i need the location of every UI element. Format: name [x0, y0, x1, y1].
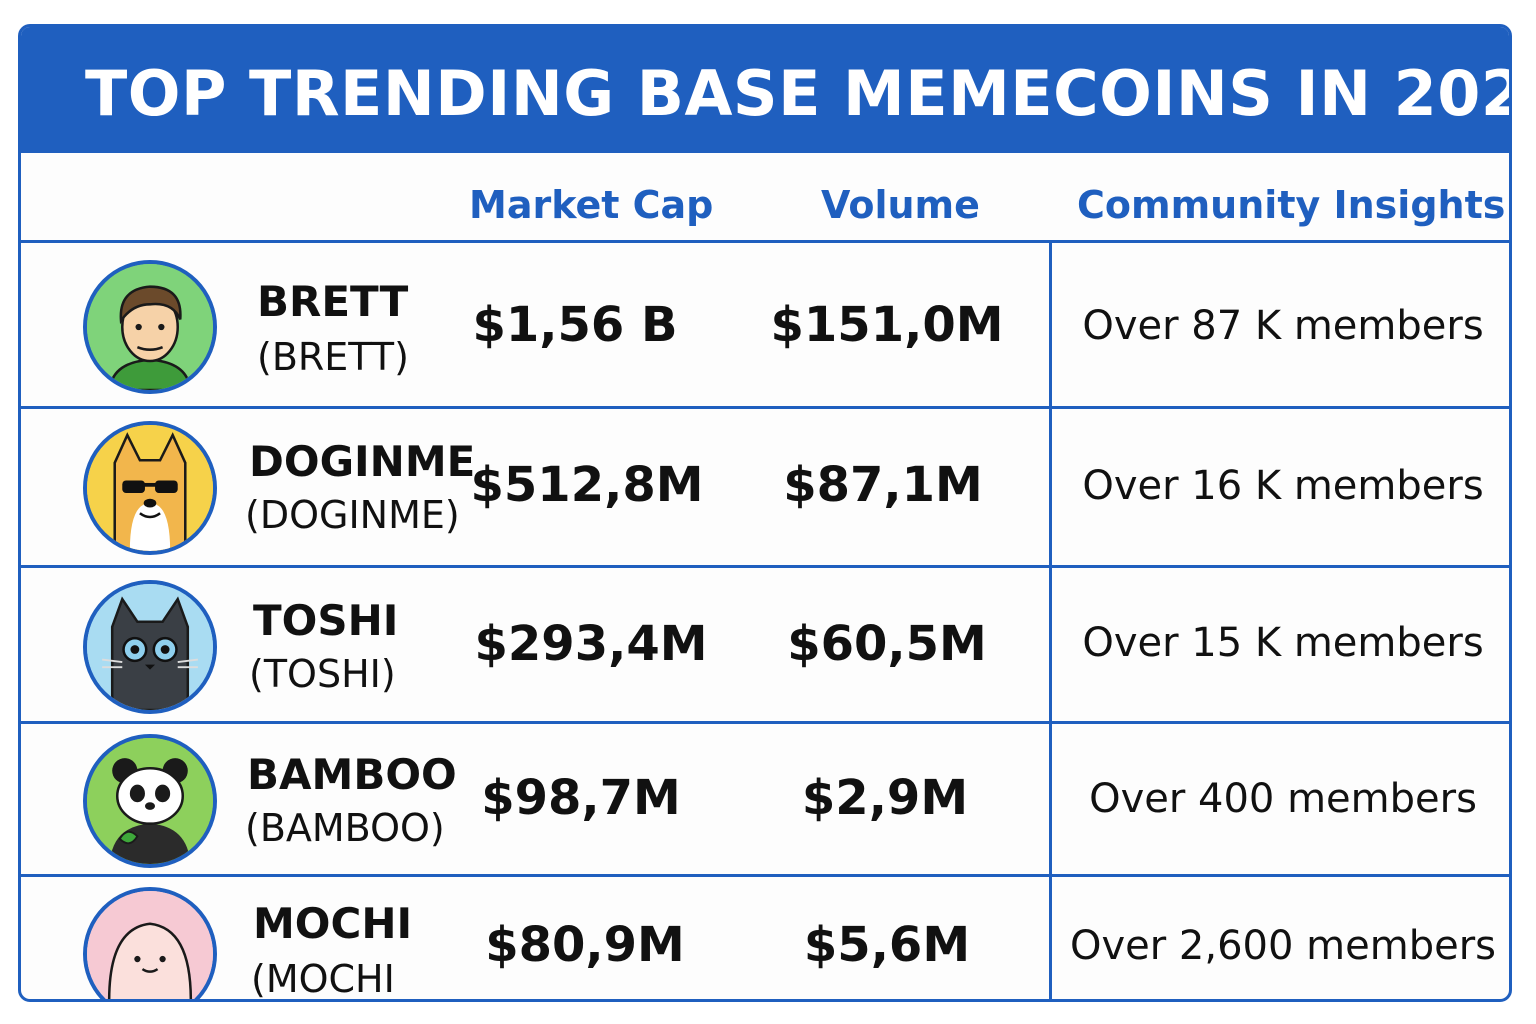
community-insight: Over 87 K members	[1082, 303, 1484, 349]
coin-name: BAMBOO	[247, 750, 457, 799]
column-header-row: Market Cap Volume Community Insights	[21, 153, 1509, 243]
doginme-avatar-icon	[83, 421, 217, 555]
market-cap-value: $293,4M	[474, 616, 708, 672]
volume-value: $87,1M	[783, 457, 983, 513]
page-title: TOP TRENDING BASE MEMECOINS IN 2024	[85, 57, 1512, 130]
coin-ticker: (TOSHI)	[249, 652, 396, 696]
toshi-avatar-icon	[83, 580, 217, 714]
column-header-community: Community Insights	[1077, 183, 1506, 227]
mochi-avatar-icon	[83, 887, 217, 999]
column-divider	[1049, 243, 1052, 999]
table-row: TOSHI (TOSHI) $293,4M $60,5M Over 15 K m…	[21, 568, 1509, 724]
memecoin-table: TOP TRENDING BASE MEMECOINS IN 2024 Mark…	[18, 24, 1512, 1002]
column-header-market-cap: Market Cap	[469, 183, 714, 227]
coin-ticker: (BAMBOO)	[245, 806, 445, 850]
community-insight: Over 16 K members	[1082, 463, 1484, 509]
coin-name: BRETT	[257, 277, 409, 326]
column-header-volume: Volume	[821, 183, 980, 227]
coin-ticker: (BRETT)	[257, 335, 409, 379]
market-cap-value: $512,8M	[470, 457, 704, 513]
coin-name: MOCHI	[253, 899, 413, 948]
community-insight: Over 15 K members	[1082, 620, 1484, 666]
market-cap-value: $1,56 B	[472, 297, 678, 353]
brett-avatar-icon	[83, 260, 217, 394]
volume-value: $60,5M	[787, 616, 987, 672]
volume-value: $2,9M	[801, 770, 969, 826]
coin-name: DOGINME	[249, 437, 476, 486]
coin-ticker: (MOCHI	[251, 957, 395, 1001]
bamboo-avatar-icon	[83, 734, 217, 868]
table-row: MOCHI (MOCHI $80,9M $5,6M Over 2,600 mem…	[21, 877, 1509, 1001]
volume-value: $5,6M	[803, 917, 971, 973]
table-row: BAMBOO (BAMBOO) $98,7M $2,9M Over 400 me…	[21, 724, 1509, 877]
table-row: DOGINME (DOGINME) $512,8M $87,1M Over 16…	[21, 409, 1509, 568]
title-bar: TOP TRENDING BASE MEMECOINS IN 2024	[21, 27, 1509, 153]
coin-ticker: (DOGINME)	[245, 493, 460, 537]
community-insight: Over 400 members	[1089, 776, 1477, 822]
volume-value: $151,0M	[770, 297, 1004, 353]
coin-name: TOSHI	[253, 596, 399, 645]
community-insight: Over 2,600 members	[1070, 923, 1496, 969]
table-row: BRETT (BRETT) $1,56 B $151,0M Over 87 K …	[21, 243, 1509, 409]
market-cap-value: $80,9M	[485, 917, 685, 973]
market-cap-value: $98,7M	[481, 770, 681, 826]
